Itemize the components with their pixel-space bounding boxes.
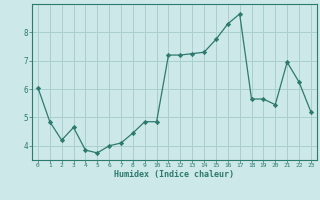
- X-axis label: Humidex (Indice chaleur): Humidex (Indice chaleur): [115, 170, 234, 179]
